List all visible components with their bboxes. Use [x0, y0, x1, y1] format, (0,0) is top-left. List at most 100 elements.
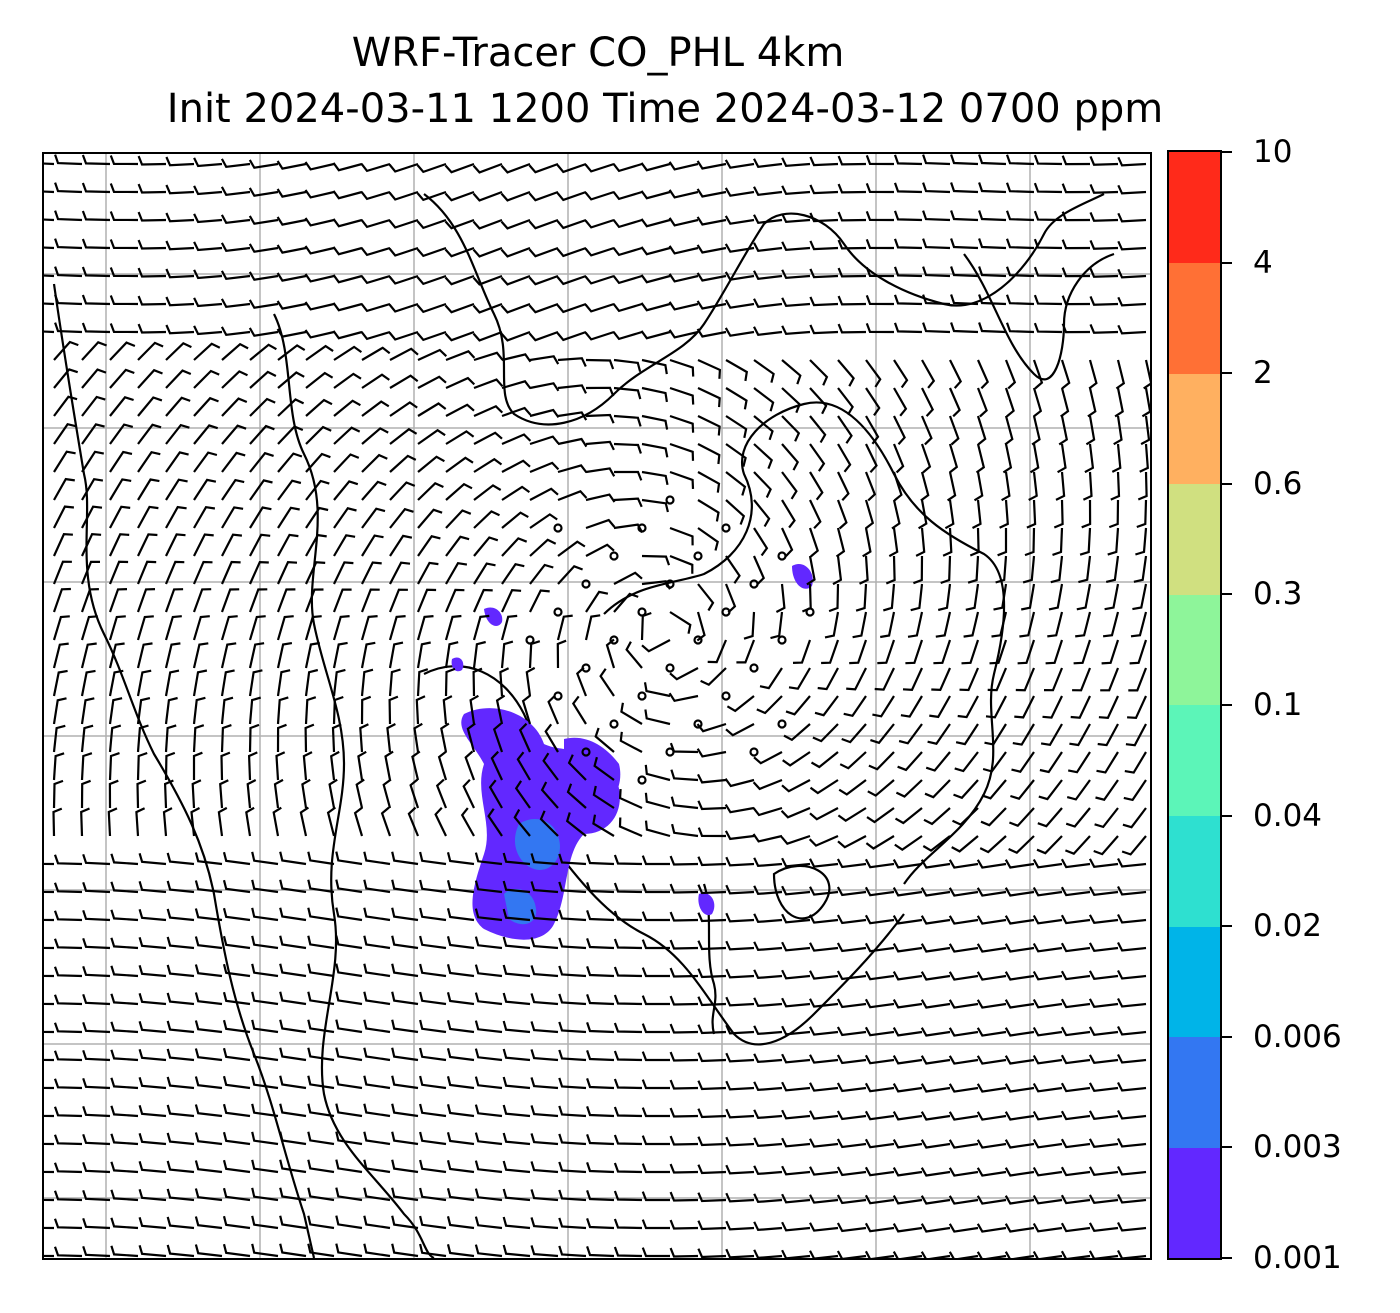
wind-barb — [82, 853, 111, 866]
wind-barb — [922, 210, 951, 222]
wind-barb — [137, 478, 160, 501]
wind-barb — [809, 886, 839, 896]
wind-barb — [585, 386, 615, 397]
wind-barb — [725, 499, 746, 525]
wind-barb — [864, 886, 895, 897]
wind-barb — [724, 215, 755, 225]
wind-barb — [502, 1216, 531, 1230]
wind-barb — [391, 1075, 419, 1090]
wind-barb — [473, 378, 504, 390]
wind-barb — [389, 401, 418, 417]
wind-barb — [304, 273, 335, 283]
wind-barb — [1088, 1222, 1119, 1232]
colorbar — [1167, 150, 1222, 1260]
wind-barb — [249, 397, 276, 417]
wind-barb — [864, 1194, 895, 1205]
wind-barb — [669, 883, 699, 894]
wind-barb — [995, 555, 1008, 584]
wind-barb — [1088, 914, 1119, 924]
wind-barb — [641, 855, 670, 866]
wind-barb — [839, 751, 867, 770]
wind-barb — [417, 455, 445, 473]
wind-barb — [360, 615, 378, 641]
wind-barb — [586, 1106, 615, 1118]
wind-barb — [363, 1131, 391, 1146]
wind-barb — [279, 1159, 307, 1174]
wind-barb — [1061, 211, 1091, 222]
wind-barb — [585, 518, 616, 530]
wind-barb — [725, 471, 747, 496]
wind-barb — [194, 880, 223, 894]
wind-barb — [781, 415, 801, 442]
wind-barb — [781, 1053, 811, 1064]
wind-barb — [809, 942, 839, 952]
map-panel[interactable] — [42, 152, 1152, 1260]
wind-barb — [249, 343, 277, 361]
wind-barb — [892, 1195, 923, 1205]
wind-barb — [136, 560, 157, 585]
wind-barb — [137, 323, 167, 334]
wind-barb — [419, 851, 447, 866]
wind-barb — [472, 274, 503, 286]
wind-barb — [613, 1106, 643, 1118]
wind-barb — [613, 358, 642, 372]
wind-barb — [307, 1187, 335, 1202]
wind-barb — [594, 727, 615, 753]
wind-barb — [836, 1194, 867, 1205]
wind-barb — [984, 723, 1007, 746]
wind-barb — [53, 1190, 83, 1202]
wind-barb — [1084, 443, 1095, 474]
wind-barb — [770, 611, 784, 640]
wind-barb — [1005, 294, 1035, 306]
wind-barb — [907, 611, 924, 638]
wind-barb — [416, 330, 447, 342]
wind-barb — [864, 1110, 895, 1121]
wind-barb — [696, 188, 727, 198]
wind-barb — [696, 160, 727, 170]
wind-barb — [812, 723, 839, 743]
wind-barb — [985, 695, 1007, 719]
wind-barb — [500, 162, 531, 174]
wind-barb — [474, 936, 503, 950]
wind-barb — [360, 190, 391, 201]
colorbar-tick — [1222, 372, 1232, 375]
wind-barb — [279, 935, 307, 950]
wind-barb — [335, 1075, 363, 1090]
wind-barb — [335, 963, 363, 978]
wind-barb — [613, 523, 644, 534]
wind-barb — [81, 477, 104, 501]
wind-barb — [501, 562, 525, 585]
wind-barb — [80, 560, 101, 585]
wind-barb — [756, 695, 783, 715]
wind-barb — [194, 852, 223, 866]
wind-barb — [279, 991, 307, 1006]
wind-barb — [193, 478, 217, 501]
wind-barb — [641, 883, 670, 894]
wind-barb — [669, 742, 699, 754]
wind-barb — [613, 966, 643, 978]
wind-barb — [335, 1243, 363, 1258]
wind-barb — [976, 387, 988, 418]
wind-barb — [1004, 359, 1017, 390]
wind-barb — [963, 611, 980, 638]
wind-barb — [1067, 751, 1091, 774]
wind-barb — [52, 669, 68, 697]
wind-barb — [725, 359, 749, 382]
wind-barb — [920, 971, 951, 981]
wind-barb — [502, 1132, 531, 1146]
wind-barb — [922, 322, 951, 334]
wind-barb — [540, 781, 559, 809]
wind-barb — [52, 807, 63, 837]
wind-barb — [539, 810, 559, 837]
wind-barb — [809, 970, 839, 980]
wind-barb — [472, 302, 503, 314]
wind-barb — [166, 1020, 195, 1034]
wind-barb — [809, 807, 839, 821]
colorbar-segment — [1169, 373, 1220, 485]
wind-barb — [961, 639, 980, 665]
wind-barb — [920, 943, 951, 953]
wind-barb — [81, 294, 111, 306]
wind-barb — [276, 328, 307, 338]
colorbar-segment — [1169, 1147, 1220, 1259]
wind-barb — [138, 852, 167, 866]
